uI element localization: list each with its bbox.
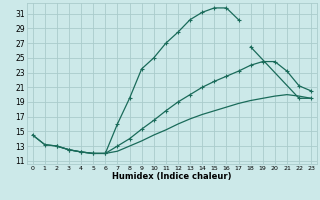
- X-axis label: Humidex (Indice chaleur): Humidex (Indice chaleur): [112, 172, 232, 181]
